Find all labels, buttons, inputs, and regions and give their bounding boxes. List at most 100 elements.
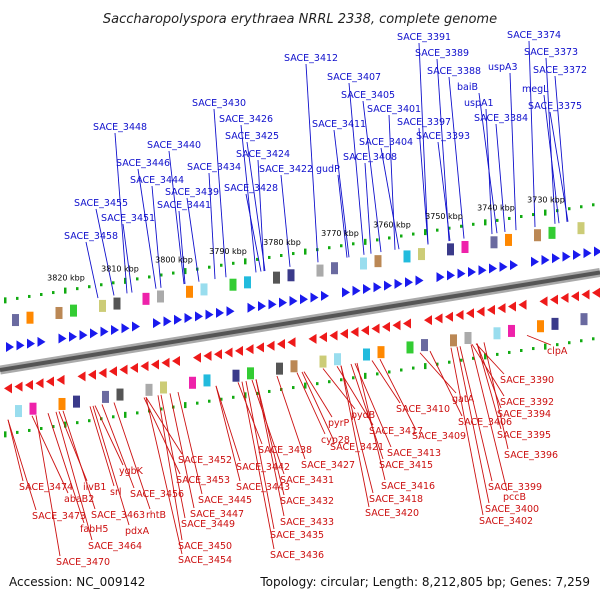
forward-gene-arrow xyxy=(90,328,98,339)
scale-tick xyxy=(592,337,595,341)
reverse-leader-line xyxy=(340,365,370,508)
reverse-gene-arrow xyxy=(455,309,464,320)
reverse-gene-label: SACE_3454 xyxy=(178,555,232,566)
tick-layer xyxy=(4,203,595,438)
forward-leader-line xyxy=(213,108,227,278)
forward-feature-block xyxy=(505,233,512,246)
forward-gene-labels: SACE_3374 SACE_3373 SACE_3372 megL SACE_3375… xyxy=(64,30,587,242)
scale-tick xyxy=(424,229,427,236)
reverse-feature-block xyxy=(319,355,327,368)
forward-leader-line xyxy=(380,147,400,250)
reverse-gene-arrow xyxy=(592,287,600,298)
forward-gene-label: SACE_3401 xyxy=(367,104,421,115)
reverse-gene-label: SACE_3449 xyxy=(181,519,235,530)
forward-gene-arrow xyxy=(163,316,172,327)
reverse-feature-block xyxy=(145,383,153,396)
forward-gene-arrow xyxy=(489,263,497,274)
forward-feature-block xyxy=(157,290,164,303)
reverse-leader-line xyxy=(241,381,275,550)
forward-gene-arrow xyxy=(415,275,424,286)
reverse-gene-arrow xyxy=(25,379,33,390)
forward-gene-arrow xyxy=(121,323,130,334)
scale-tick xyxy=(160,273,163,277)
forward-gene-arrow xyxy=(27,338,35,349)
scale-tick xyxy=(544,209,547,216)
forward-gene-arrow xyxy=(363,284,371,295)
kbp-markers: 3730 kbp 3740 kbp 3750 kbp 3760 kbp 3770 kbp… xyxy=(47,195,565,282)
reverse-leader-line xyxy=(371,360,401,404)
forward-gene-label: SACE_3428 xyxy=(224,183,278,194)
reverse-gene-label: SACE_3431 xyxy=(280,475,334,486)
forward-feature-block xyxy=(26,311,34,324)
reverse-leader-line xyxy=(276,375,306,460)
scale-tick xyxy=(268,389,271,393)
reverse-gene-arrow xyxy=(445,311,453,322)
reverse-gene-arrow xyxy=(98,367,107,378)
scale-tick xyxy=(544,343,547,350)
forward-leader-line xyxy=(543,94,560,224)
scale-tick xyxy=(232,261,235,265)
forward-leader-line xyxy=(478,92,498,234)
reverse-feature-block xyxy=(29,402,37,415)
scale-tick xyxy=(160,407,163,411)
reverse-gene-label: SACE_3390 xyxy=(500,375,554,386)
forward-gene-arrow xyxy=(37,336,46,347)
kbp-marker: 3810 kbp xyxy=(101,265,139,274)
scale-tick xyxy=(220,263,223,267)
reverse-gene-arrow xyxy=(14,381,23,392)
reverse-gene-arrow xyxy=(539,296,548,307)
reverse-gene-arrow xyxy=(350,327,359,338)
scale-tick xyxy=(460,358,463,362)
reverse-gene-arrow xyxy=(256,342,264,353)
scale-tick xyxy=(472,356,475,360)
forward-leader-line xyxy=(388,114,396,250)
scale-tick xyxy=(100,283,103,287)
scale-tick xyxy=(496,352,499,356)
forward-gene-arrow xyxy=(226,306,235,317)
forward-gene-arrow xyxy=(100,326,109,337)
scale-tick xyxy=(520,349,523,352)
reverse-gene-arrow xyxy=(88,369,96,380)
reverse-feature-block xyxy=(493,327,501,340)
reverse-gene-arrow xyxy=(287,337,296,348)
forward-leader-line xyxy=(448,76,465,239)
reverse-feature-block xyxy=(290,360,298,373)
forward-gene-label: SACE_3458 xyxy=(64,231,118,242)
forward-gene-label: SACE_3434 xyxy=(187,162,241,173)
reverse-gene-arrow xyxy=(4,383,12,394)
reverse-leader-line xyxy=(301,371,335,442)
forward-gene-arrow xyxy=(310,292,319,303)
forward-feature-block xyxy=(55,306,63,319)
reverse-gene-label: SACE_3396 xyxy=(504,450,558,461)
reverse-gene-arrow xyxy=(140,361,149,372)
reverse-gene-label: pccB xyxy=(503,492,526,503)
scale-tick xyxy=(292,252,295,256)
reverse-feature-block xyxy=(537,320,544,333)
kbp-marker: 3730 kbp xyxy=(527,195,565,204)
reverse-gene-label: SACE_3474 xyxy=(19,482,73,493)
kbp-marker: 3780 kbp xyxy=(263,238,301,247)
forward-gene-label: SACE_3405 xyxy=(341,90,395,101)
forward-gene-arrow xyxy=(174,314,182,325)
reverse-feature-block xyxy=(73,395,80,408)
reverse-gene-arrow xyxy=(487,304,495,315)
forward-gene-arrow xyxy=(436,272,445,283)
forward-feature-block xyxy=(113,297,121,310)
forward-gene-arrow xyxy=(499,261,508,272)
forward-gene-arrow xyxy=(205,309,214,320)
reverse-feature-block xyxy=(203,374,211,387)
reverse-gene-arrow xyxy=(56,374,65,385)
scale-tick xyxy=(568,207,571,211)
scale-tick xyxy=(304,382,307,389)
forward-gene-arrow xyxy=(6,342,14,353)
forward-gene-label: SACE_3388 xyxy=(427,66,481,77)
scale-tick xyxy=(364,372,367,379)
forward-gene-label: SACE_3425 xyxy=(225,131,279,142)
forward-feature-block xyxy=(142,292,150,305)
reverse-gene-label: SACE_3435 xyxy=(270,530,324,541)
reverse-gene-arrow xyxy=(35,378,44,389)
forward-gene-arrow xyxy=(594,246,600,257)
forward-leader-line xyxy=(362,100,382,253)
forward-gene-label: uspA3 xyxy=(488,62,518,73)
reverse-leader-line xyxy=(296,372,326,435)
